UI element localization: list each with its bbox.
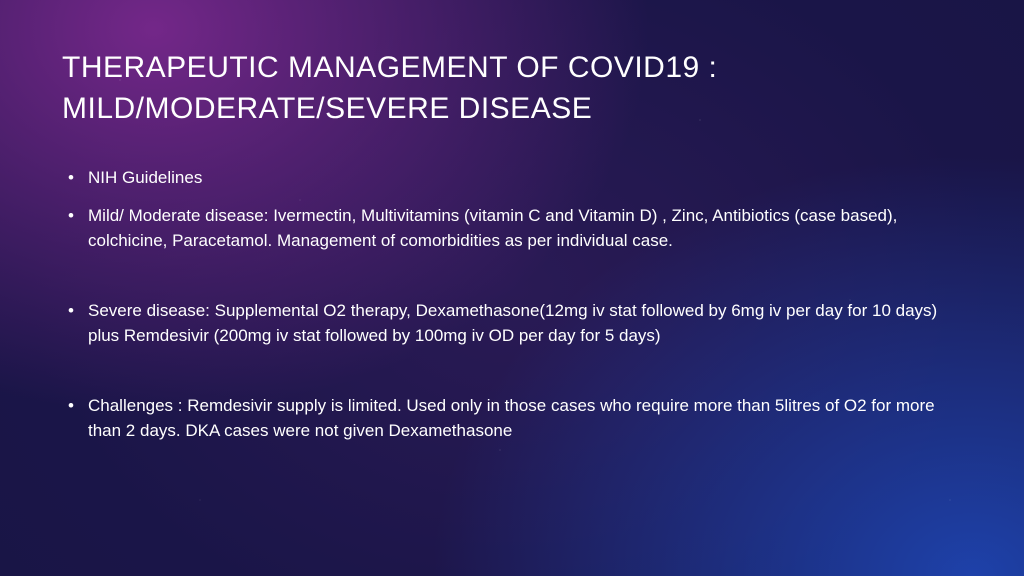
slide-title: THERAPEUTIC MANAGEMENT OF COVID19 : MILD… [62, 48, 962, 129]
bullet-item: Severe disease: Supplemental O2 therapy,… [62, 298, 962, 349]
bullet-item: NIH Guidelines [62, 165, 962, 191]
bullet-item: Mild/ Moderate disease: Ivermectin, Mult… [62, 203, 962, 254]
slide: THERAPEUTIC MANAGEMENT OF COVID19 : MILD… [0, 0, 1024, 576]
bullet-text: Challenges : Remdesivir supply is limite… [88, 396, 935, 441]
bullet-text: Mild/ Moderate disease: Ivermectin, Mult… [88, 206, 897, 251]
title-line-1: THERAPEUTIC MANAGEMENT OF COVID19 : [62, 51, 717, 84]
bullet-text: NIH Guidelines [88, 168, 202, 187]
bullet-item: Challenges : Remdesivir supply is limite… [62, 393, 962, 444]
title-line-2: MILD/MODERATE/SEVERE DISEASE [62, 92, 592, 125]
bullet-text: Severe disease: Supplemental O2 therapy,… [88, 301, 937, 346]
bullet-list: NIH Guidelines Mild/ Moderate disease: I… [62, 165, 962, 444]
